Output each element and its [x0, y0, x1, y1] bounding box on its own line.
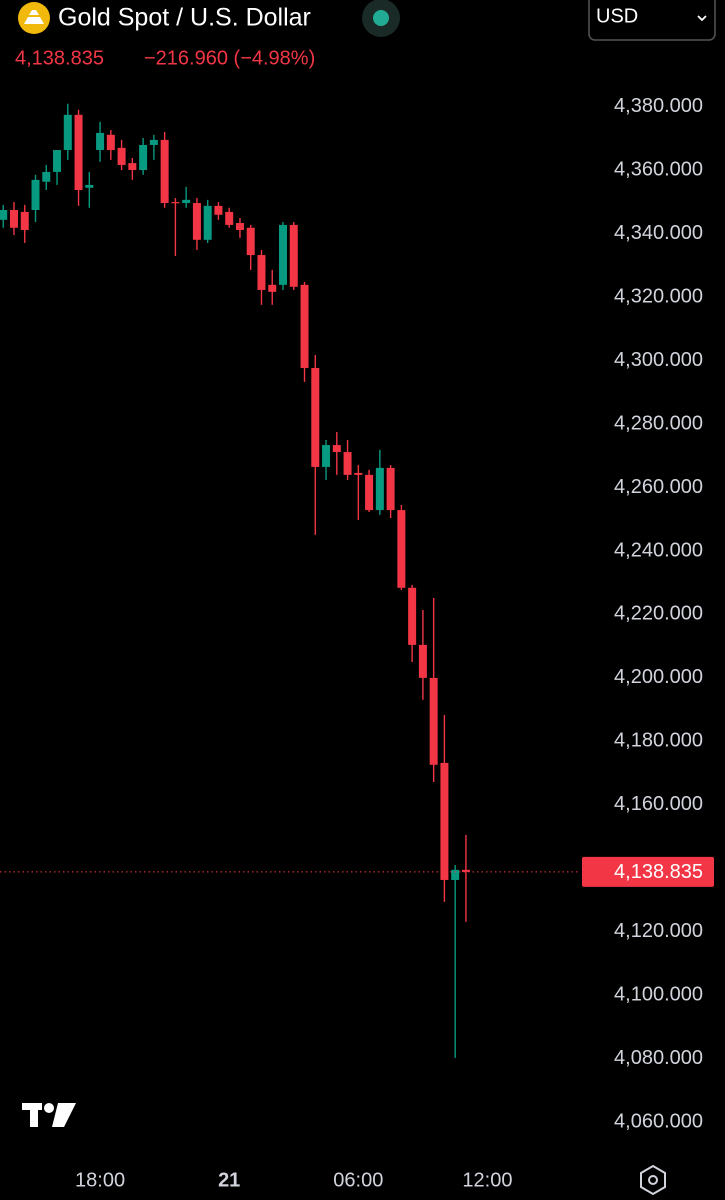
settings-button[interactable]	[640, 1164, 666, 1196]
tradingview-logo	[22, 1103, 76, 1127]
candle-body	[117, 147, 126, 165]
y-tick-label: 4,080.000	[614, 1047, 703, 1069]
candle-body	[332, 445, 341, 453]
candle-body	[289, 224, 298, 287]
candle-body	[203, 205, 212, 240]
candle-body	[300, 284, 309, 368]
settings-button-center[interactable]	[648, 1175, 658, 1185]
y-tick-label: 4,100.000	[614, 983, 703, 1005]
candle-body	[418, 644, 427, 678]
y-tick-label: 4,180.000	[614, 730, 703, 752]
candle-body	[429, 677, 438, 765]
candle-body	[343, 452, 352, 475]
y-tick-label: 4,220.000	[614, 603, 703, 625]
candle-body	[257, 255, 266, 290]
candle-body	[408, 587, 417, 645]
candle-body	[106, 134, 115, 151]
candle-body	[440, 762, 449, 880]
x-tick-label: 18:00	[75, 1169, 125, 1191]
y-tick-label: 4,340.000	[614, 222, 703, 244]
candle-body	[354, 472, 363, 475]
candle-body	[279, 224, 288, 285]
candle-body	[9, 210, 18, 228]
candle-body	[235, 223, 244, 230]
candle-body	[182, 199, 191, 204]
y-tick-label: 4,240.000	[614, 539, 703, 561]
candle-body	[31, 179, 40, 210]
candle-body	[397, 510, 406, 588]
price-label-box	[582, 856, 714, 887]
candle-body	[192, 203, 201, 240]
candle-body	[451, 869, 460, 880]
candle-body	[53, 150, 62, 172]
plot-area	[0, 103, 580, 1058]
symbol-title: Gold Spot / U.S. Dollar	[58, 4, 311, 32]
currency-button[interactable]	[588, 0, 716, 41]
candle-body	[74, 114, 83, 191]
market-status-dot	[373, 10, 389, 26]
x-tick-label: 21	[218, 1169, 240, 1191]
candle-body	[268, 284, 277, 292]
candle-body	[63, 114, 72, 151]
candle-body	[128, 163, 137, 171]
candle-body	[225, 211, 234, 225]
candle-body	[214, 205, 223, 215]
y-tick-label: 4,360.000	[614, 159, 703, 181]
y-tick-label: 4,160.000	[614, 793, 703, 815]
y-tick-label: 4,300.000	[614, 349, 703, 371]
candle-body	[322, 445, 331, 467]
candle-body	[386, 467, 395, 511]
y-tick-label: 4,380.000	[614, 95, 703, 117]
candle-body	[149, 139, 158, 145]
candle-body	[0, 210, 8, 220]
candle-body	[85, 184, 94, 188]
candle-body	[42, 171, 51, 182]
x-tick-label: 12:00	[462, 1169, 512, 1191]
y-tick-label: 4,320.000	[614, 286, 703, 308]
y-tick-label: 4,280.000	[614, 412, 703, 434]
currency-label[interactable]: USD	[596, 5, 638, 27]
price-label: 4,138.835	[614, 861, 703, 883]
x-tick-label: 06:00	[333, 1169, 383, 1191]
header-price: 4,138.835	[15, 47, 104, 69]
candle-body	[20, 211, 29, 230]
candle-body	[461, 869, 470, 872]
y-tick-label: 4,060.000	[614, 1110, 703, 1132]
candle-body	[160, 139, 169, 204]
symbol-icon-bars	[24, 10, 44, 24]
candle-body	[139, 144, 148, 171]
y-tick-label: 4,260.000	[614, 476, 703, 498]
currency-chevron[interactable]	[697, 15, 707, 22]
header-change: −216.960 (−4.98%)	[144, 47, 315, 69]
candle-body	[311, 367, 320, 467]
candle-body	[171, 202, 180, 204]
candle-body	[96, 132, 105, 151]
price-axis: 4,060.0004,080.0004,100.0004,120.0004,14…	[75, 95, 714, 1191]
y-tick-label: 4,200.000	[614, 666, 703, 688]
candle-body	[365, 474, 374, 511]
y-tick-label: 4,120.000	[614, 920, 703, 942]
candle-body	[375, 467, 384, 511]
candle-body	[246, 227, 255, 256]
